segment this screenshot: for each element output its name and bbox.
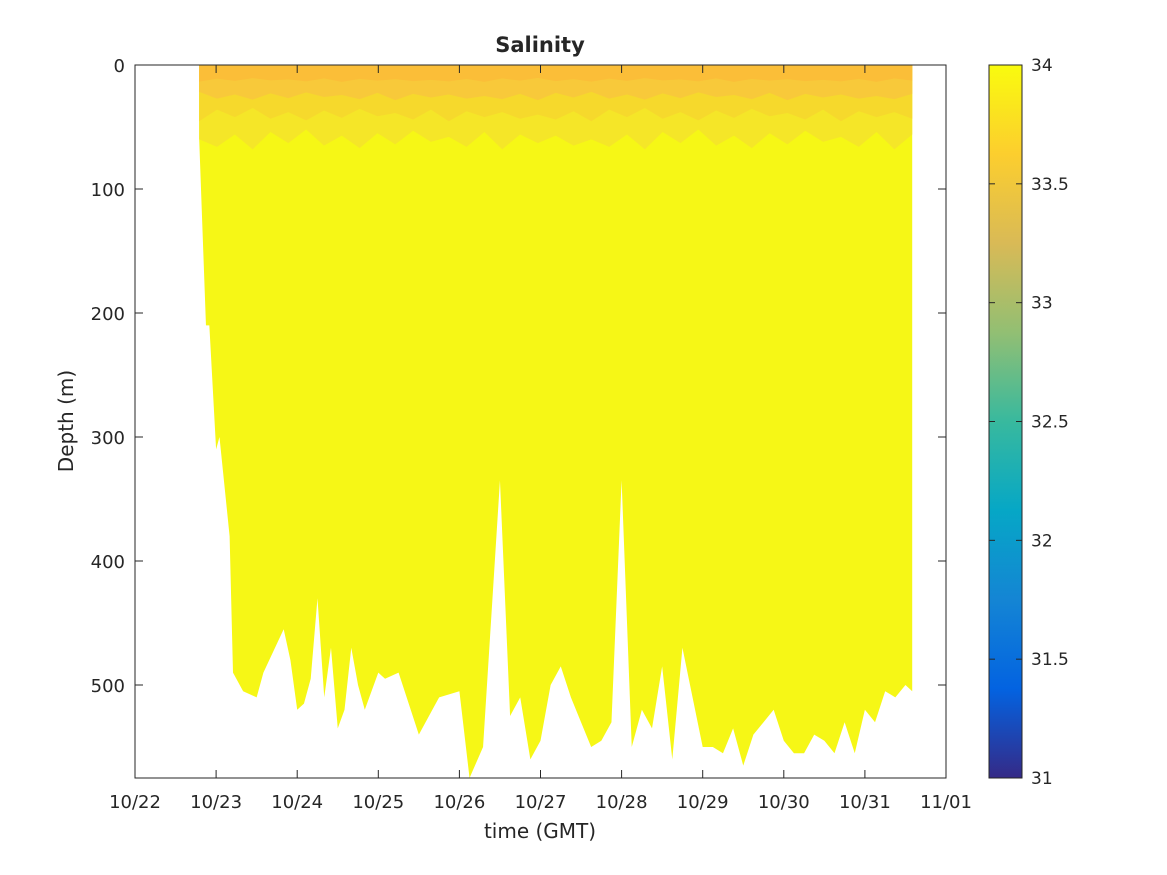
x-axis: 10/22 10/23 10/24 10/25 10/26 10/27 10/28 10/29… (109, 65, 972, 813)
x-tick-label: 10/25 (352, 792, 404, 813)
colorbar-tick-label: 33 (1031, 294, 1053, 314)
colorbar-tick-label: 33.5 (1031, 175, 1069, 195)
surface-salinity-band (199, 65, 913, 82)
x-tick-label: 10/22 (109, 792, 161, 813)
x-tick-label: 10/31 (839, 792, 891, 813)
y-tick-label: 100 (91, 180, 125, 201)
y-tick-label: 0 (114, 56, 125, 77)
colorbar-axis: 31 31.5 32 32.5 33 33.5 34 (989, 56, 1069, 789)
colorbar-tick-label: 31 (1031, 769, 1053, 789)
colorbar-tick-label: 31.5 (1031, 650, 1069, 670)
deep-salinity-region (199, 65, 913, 778)
x-tick-label: 11/01 (920, 792, 972, 813)
x-tick-label: 10/23 (190, 792, 242, 813)
colorbar-tick-label: 32 (1031, 531, 1053, 551)
x-tick-label: 10/29 (677, 792, 729, 813)
x-axis-label: time (GMT) (484, 819, 596, 843)
y-axis-label: Depth (m) (54, 370, 78, 472)
colorbar-tick-label: 34 (1031, 56, 1053, 76)
y-tick-label: 400 (91, 552, 125, 573)
x-tick-label: 10/30 (758, 792, 810, 813)
x-tick-label: 10/26 (433, 792, 485, 813)
colorbar-tick-label: 32.5 (1031, 413, 1069, 433)
x-tick-label: 10/27 (515, 792, 567, 813)
y-tick-label: 200 (91, 304, 125, 325)
x-tick-label: 10/28 (596, 792, 648, 813)
x-tick-label: 10/24 (271, 792, 323, 813)
y-tick-label: 500 (91, 676, 125, 697)
y-tick-label: 300 (91, 428, 125, 449)
y-axis: 0 100 200 300 400 500 (91, 56, 946, 697)
contour-fill (199, 65, 913, 778)
chart-title: Salinity (495, 33, 585, 57)
